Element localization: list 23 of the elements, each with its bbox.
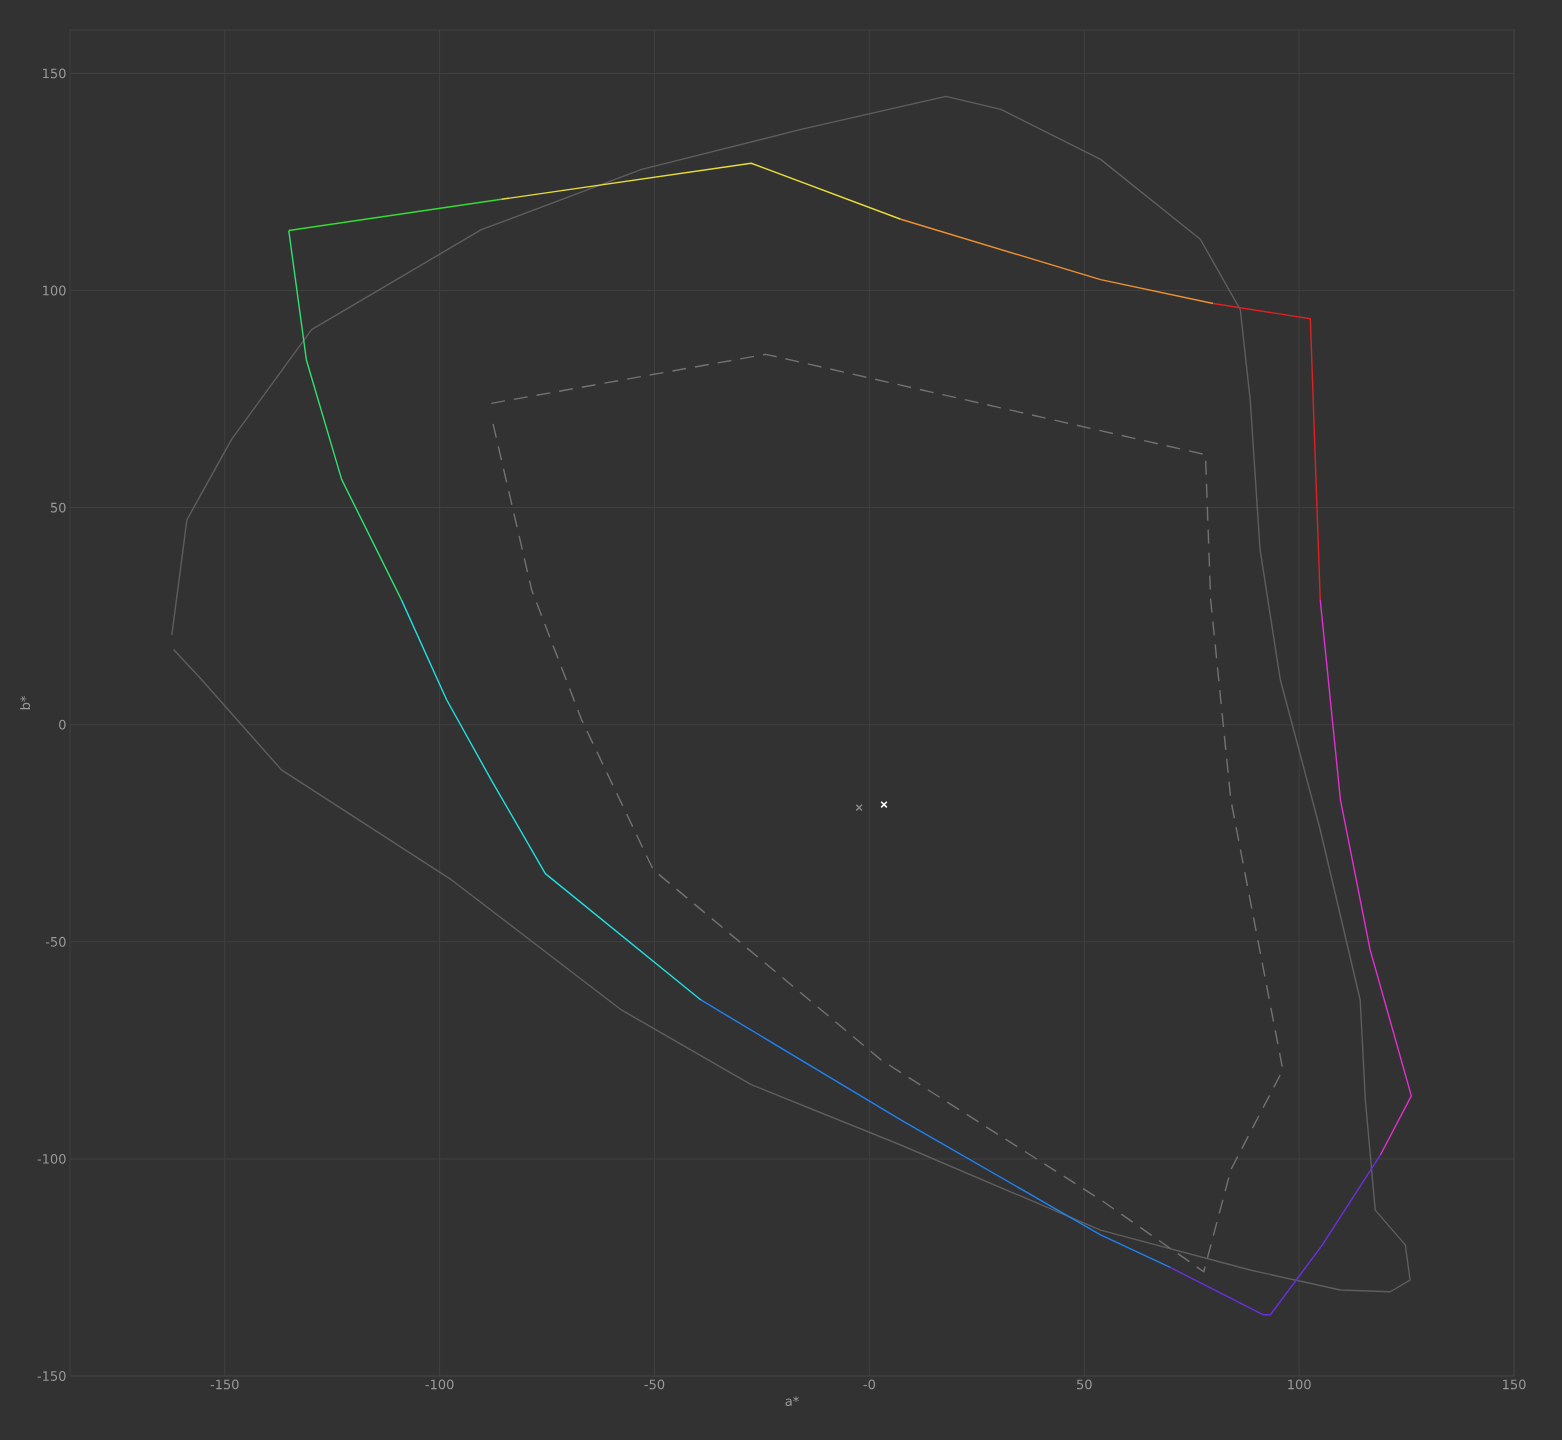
- line-series: [1319, 598, 1413, 1156]
- y-tick-label: 0: [59, 719, 66, 730]
- y-tick-label: 50: [50, 502, 66, 513]
- x-tick-label: 100: [1288, 1379, 1311, 1390]
- line-series: [700, 999, 1171, 1269]
- y-axis-title: b*: [20, 695, 31, 710]
- line-series: [288, 229, 403, 601]
- x-axis-title: a*: [785, 1396, 799, 1407]
- line-series: [171, 95, 1411, 1293]
- line-series: [490, 353, 1284, 1273]
- y-tick-label: -150: [37, 1371, 66, 1381]
- x-tick-label: -0: [863, 1379, 876, 1390]
- x-tick-label: 50: [1077, 1379, 1092, 1390]
- x-tick-label: -100: [425, 1379, 454, 1390]
- line-series: [400, 598, 702, 1001]
- y-tick-label: 150: [43, 68, 66, 79]
- x-tick-label: 150: [1503, 1379, 1526, 1390]
- y-tick-label: -100: [37, 1153, 66, 1164]
- x-tick-label: -50: [644, 1379, 665, 1390]
- x-tick-label: -150: [210, 1379, 239, 1390]
- y-tick-label: 100: [43, 285, 66, 296]
- y-tick-label: -50: [45, 936, 66, 947]
- line-series: [1169, 1154, 1382, 1316]
